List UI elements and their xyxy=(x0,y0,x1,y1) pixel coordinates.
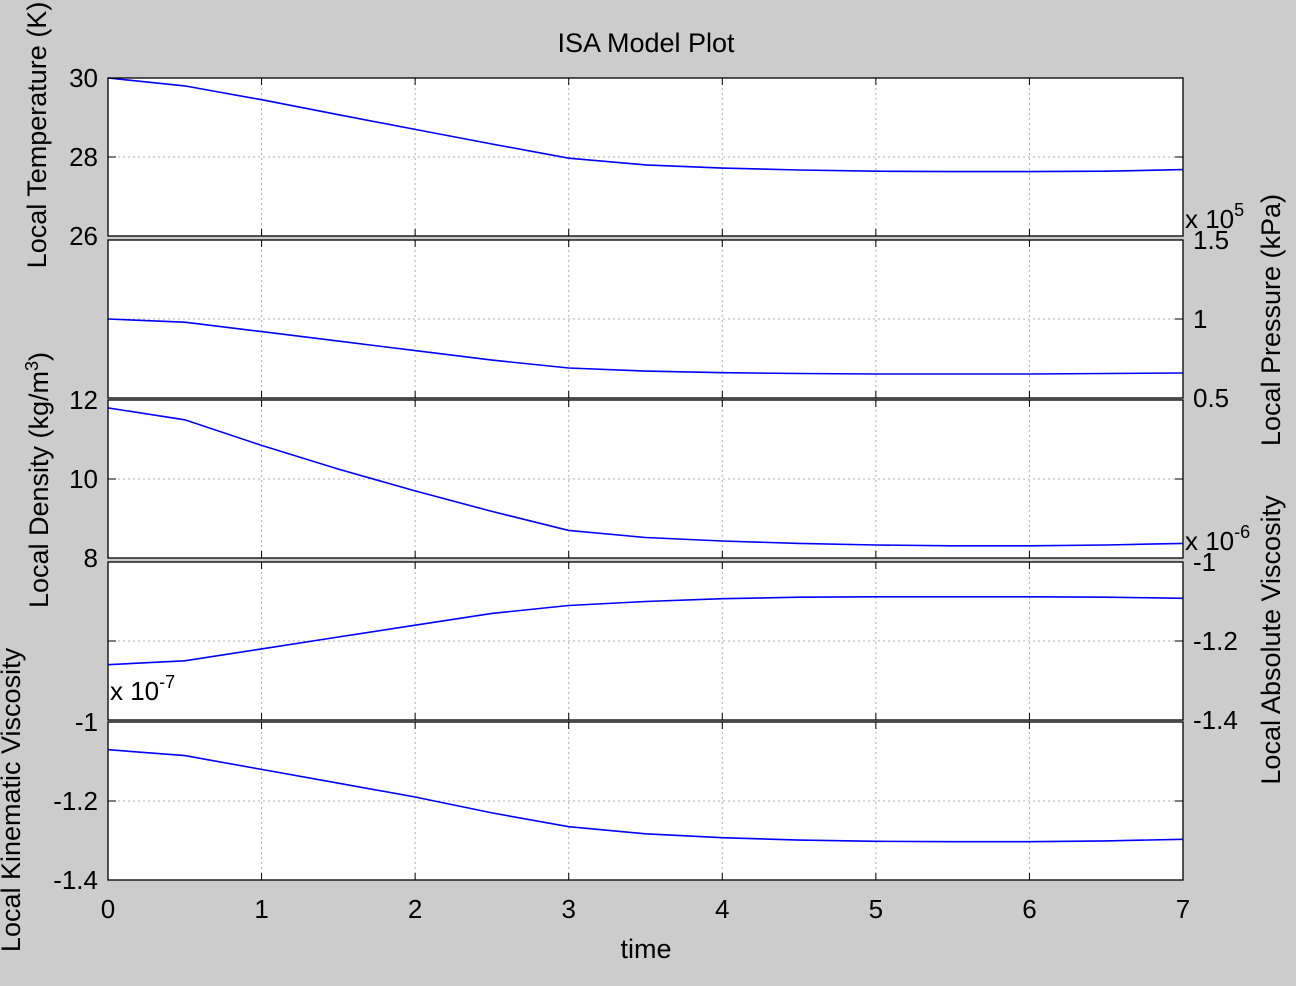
x-tick-label: 1 xyxy=(254,894,268,924)
x-tick-label: 3 xyxy=(561,894,575,924)
y-tick-label: -1.4 xyxy=(53,865,98,895)
x-tick-label: 7 xyxy=(1176,894,1190,924)
y-tick-label: 10 xyxy=(69,464,98,494)
chart-title: ISA Model Plot xyxy=(557,28,735,58)
y-tick-label: 30 xyxy=(69,63,98,93)
y-tick-label: 1 xyxy=(1193,304,1207,334)
y-tick-label: -1.2 xyxy=(1193,626,1238,656)
series-line-kinematic-viscosity xyxy=(107,748,1184,843)
y-tick-label: 0.5 xyxy=(1193,383,1229,413)
y-tick-label: -1 xyxy=(1193,547,1216,577)
y-tick-label: 12 xyxy=(69,385,98,415)
exponent-label-absolute-viscosity: x 10-6 xyxy=(1185,522,1250,556)
series-line-absolute-viscosity xyxy=(107,595,1184,666)
exponent-label-kinematic-viscosity: x 10-7 xyxy=(110,672,175,706)
y-tick-label: 28 xyxy=(69,142,98,172)
y-axis-label-absolute-viscosity: Local Absolute Viscosity xyxy=(1256,495,1286,785)
series-line-temperature xyxy=(107,77,1184,173)
x-axis-label: time xyxy=(620,934,671,964)
series-line-pressure xyxy=(107,318,1184,375)
y-axis-label-kinematic-viscosity: Local Kinematic Viscosity xyxy=(0,647,26,952)
y-axis-label-temperature: Local Temperature (K) xyxy=(22,2,52,269)
exponent-label-pressure: x 105 xyxy=(1185,200,1244,234)
y-tick-label: 1.5 xyxy=(1193,225,1229,255)
y-tick-label: 26 xyxy=(69,221,98,251)
series-line-density xyxy=(107,407,1184,547)
x-tick-label: 6 xyxy=(1022,894,1036,924)
y-tick-label: 8 xyxy=(84,543,98,573)
panel-frame-absolute-viscosity xyxy=(107,561,1184,721)
y-axis-label-pressure: Local Pressure (kPa) xyxy=(1256,194,1286,446)
y-tick-label: -1.4 xyxy=(1193,705,1238,735)
x-tick-label: 2 xyxy=(408,894,422,924)
x-tick-label: 5 xyxy=(869,894,883,924)
panel-frame-temperature xyxy=(107,77,1184,237)
panel-frame-kinematic-viscosity xyxy=(107,721,1184,881)
panel-frame-pressure xyxy=(107,239,1184,399)
y-tick-label: -1 xyxy=(75,707,98,737)
y-axis-label-density: Local Density (kg/m3) xyxy=(22,352,54,608)
x-tick-label: 4 xyxy=(715,894,729,924)
y-tick-label: -1.2 xyxy=(53,786,98,816)
panel-frame-density xyxy=(107,399,1184,559)
x-tick-label: 0 xyxy=(101,894,115,924)
